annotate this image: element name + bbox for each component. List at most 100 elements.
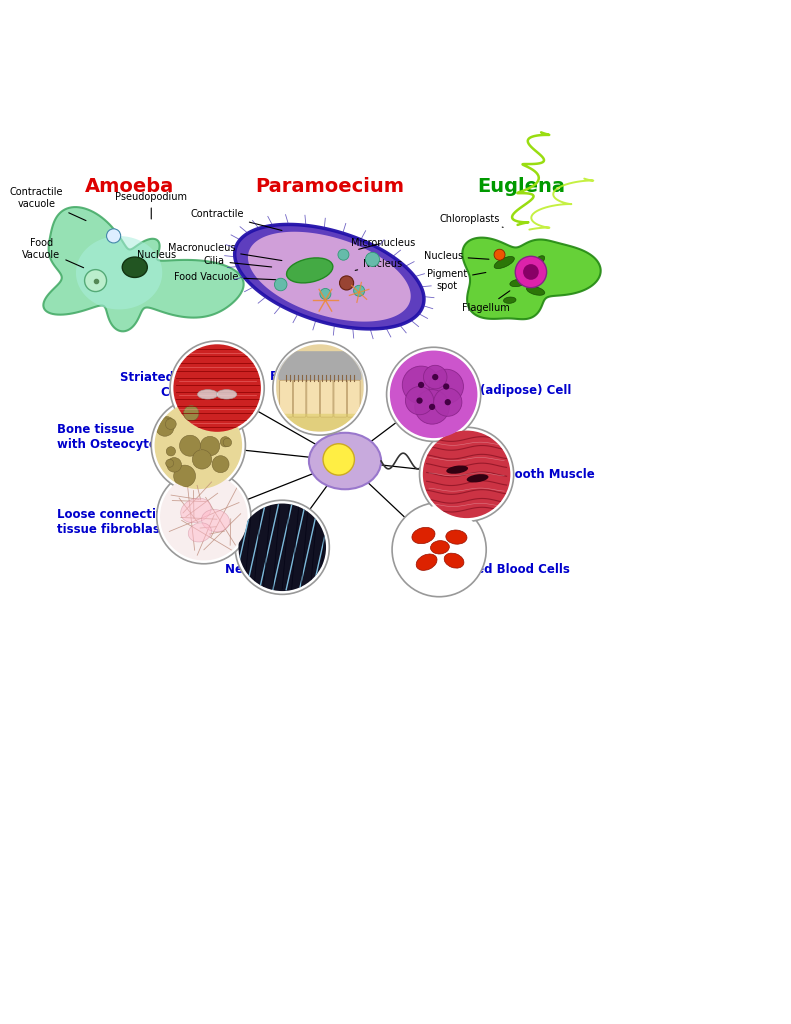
Text: Macronucleus: Macronucleus <box>168 243 282 260</box>
Ellipse shape <box>445 553 464 568</box>
Circle shape <box>85 269 107 292</box>
Circle shape <box>192 450 212 469</box>
Circle shape <box>274 279 287 291</box>
Polygon shape <box>235 224 424 329</box>
Ellipse shape <box>446 530 467 544</box>
Ellipse shape <box>276 346 364 417</box>
FancyBboxPatch shape <box>347 380 360 417</box>
Circle shape <box>174 465 195 487</box>
Circle shape <box>223 438 232 446</box>
FancyBboxPatch shape <box>320 380 333 417</box>
Circle shape <box>339 275 354 290</box>
Ellipse shape <box>412 527 435 544</box>
Polygon shape <box>248 231 411 322</box>
Text: Amoeba: Amoeba <box>85 177 174 196</box>
Text: Cilia: Cilia <box>203 256 271 267</box>
Circle shape <box>406 386 433 415</box>
Circle shape <box>390 350 478 438</box>
Circle shape <box>320 289 331 299</box>
Circle shape <box>180 435 200 457</box>
Circle shape <box>429 370 464 403</box>
Text: Red Blood Cells: Red Blood Cells <box>467 563 570 577</box>
Polygon shape <box>463 238 600 319</box>
Ellipse shape <box>202 510 229 531</box>
Circle shape <box>523 264 539 280</box>
Circle shape <box>429 403 435 410</box>
Ellipse shape <box>217 389 237 399</box>
Ellipse shape <box>430 541 449 554</box>
FancyBboxPatch shape <box>280 380 293 417</box>
Circle shape <box>433 388 462 417</box>
Text: Intestinal
Epithelial Cell: Intestinal Epithelial Cell <box>271 355 361 383</box>
Text: Contractile
vacuole: Contractile vacuole <box>10 187 86 220</box>
Circle shape <box>238 504 326 591</box>
Ellipse shape <box>188 523 211 542</box>
Ellipse shape <box>494 256 514 268</box>
Circle shape <box>445 399 451 406</box>
Ellipse shape <box>286 258 333 283</box>
Circle shape <box>432 374 438 380</box>
Text: Nucleus: Nucleus <box>135 250 176 271</box>
Text: Pseudopodium: Pseudopodium <box>115 193 187 219</box>
Text: Contractile: Contractile <box>191 209 282 230</box>
Circle shape <box>396 506 483 594</box>
Circle shape <box>414 389 449 424</box>
Ellipse shape <box>510 280 525 287</box>
Text: Smooth Muscle: Smooth Muscle <box>494 468 595 481</box>
Circle shape <box>338 249 349 260</box>
Circle shape <box>170 341 264 435</box>
Circle shape <box>173 344 261 432</box>
Text: Flagellum: Flagellum <box>462 291 510 313</box>
Circle shape <box>423 366 447 389</box>
Text: Pigment
spot: Pigment spot <box>427 269 486 291</box>
Text: Nerve Cells: Nerve Cells <box>225 563 301 577</box>
Circle shape <box>159 417 175 432</box>
Circle shape <box>107 228 121 243</box>
Ellipse shape <box>533 256 545 266</box>
Ellipse shape <box>123 257 147 278</box>
Circle shape <box>165 419 176 429</box>
FancyBboxPatch shape <box>293 380 306 417</box>
Circle shape <box>166 460 174 467</box>
Text: Nucleus: Nucleus <box>355 259 403 270</box>
Circle shape <box>157 470 251 564</box>
Circle shape <box>443 383 449 389</box>
Circle shape <box>273 341 367 435</box>
Circle shape <box>365 252 380 266</box>
Circle shape <box>276 344 364 432</box>
Ellipse shape <box>198 389 218 399</box>
Circle shape <box>515 256 547 288</box>
Ellipse shape <box>416 554 437 570</box>
Text: Food Vacuole: Food Vacuole <box>174 271 275 282</box>
FancyBboxPatch shape <box>278 414 361 431</box>
Text: Nucleus: Nucleus <box>423 251 489 261</box>
Text: Food
Vacuole: Food Vacuole <box>22 239 84 267</box>
Circle shape <box>403 367 440 403</box>
Circle shape <box>184 406 199 421</box>
Ellipse shape <box>504 297 516 303</box>
Circle shape <box>323 443 354 475</box>
Circle shape <box>212 456 229 473</box>
FancyBboxPatch shape <box>278 351 361 380</box>
Circle shape <box>167 458 181 472</box>
Text: Fat (adipose) Cell: Fat (adipose) Cell <box>455 384 571 397</box>
Circle shape <box>220 436 230 446</box>
Circle shape <box>235 501 329 594</box>
Circle shape <box>151 398 245 493</box>
Ellipse shape <box>446 466 468 474</box>
Circle shape <box>416 397 422 403</box>
Polygon shape <box>44 207 244 332</box>
Text: Loose connective
tissue fibroblasts: Loose connective tissue fibroblasts <box>57 508 172 537</box>
Text: Paramoecium: Paramoecium <box>255 177 404 196</box>
Circle shape <box>154 401 242 489</box>
Text: Striated Muscle
Cell: Striated Muscle Cell <box>120 371 225 398</box>
Ellipse shape <box>527 287 545 295</box>
Polygon shape <box>76 237 162 309</box>
Circle shape <box>419 427 513 521</box>
FancyBboxPatch shape <box>334 380 346 417</box>
Circle shape <box>156 418 174 436</box>
Circle shape <box>423 430 510 518</box>
Circle shape <box>200 436 220 456</box>
Text: Bone tissue
with Osteocytes: Bone tissue with Osteocytes <box>57 424 164 452</box>
Ellipse shape <box>309 433 381 489</box>
